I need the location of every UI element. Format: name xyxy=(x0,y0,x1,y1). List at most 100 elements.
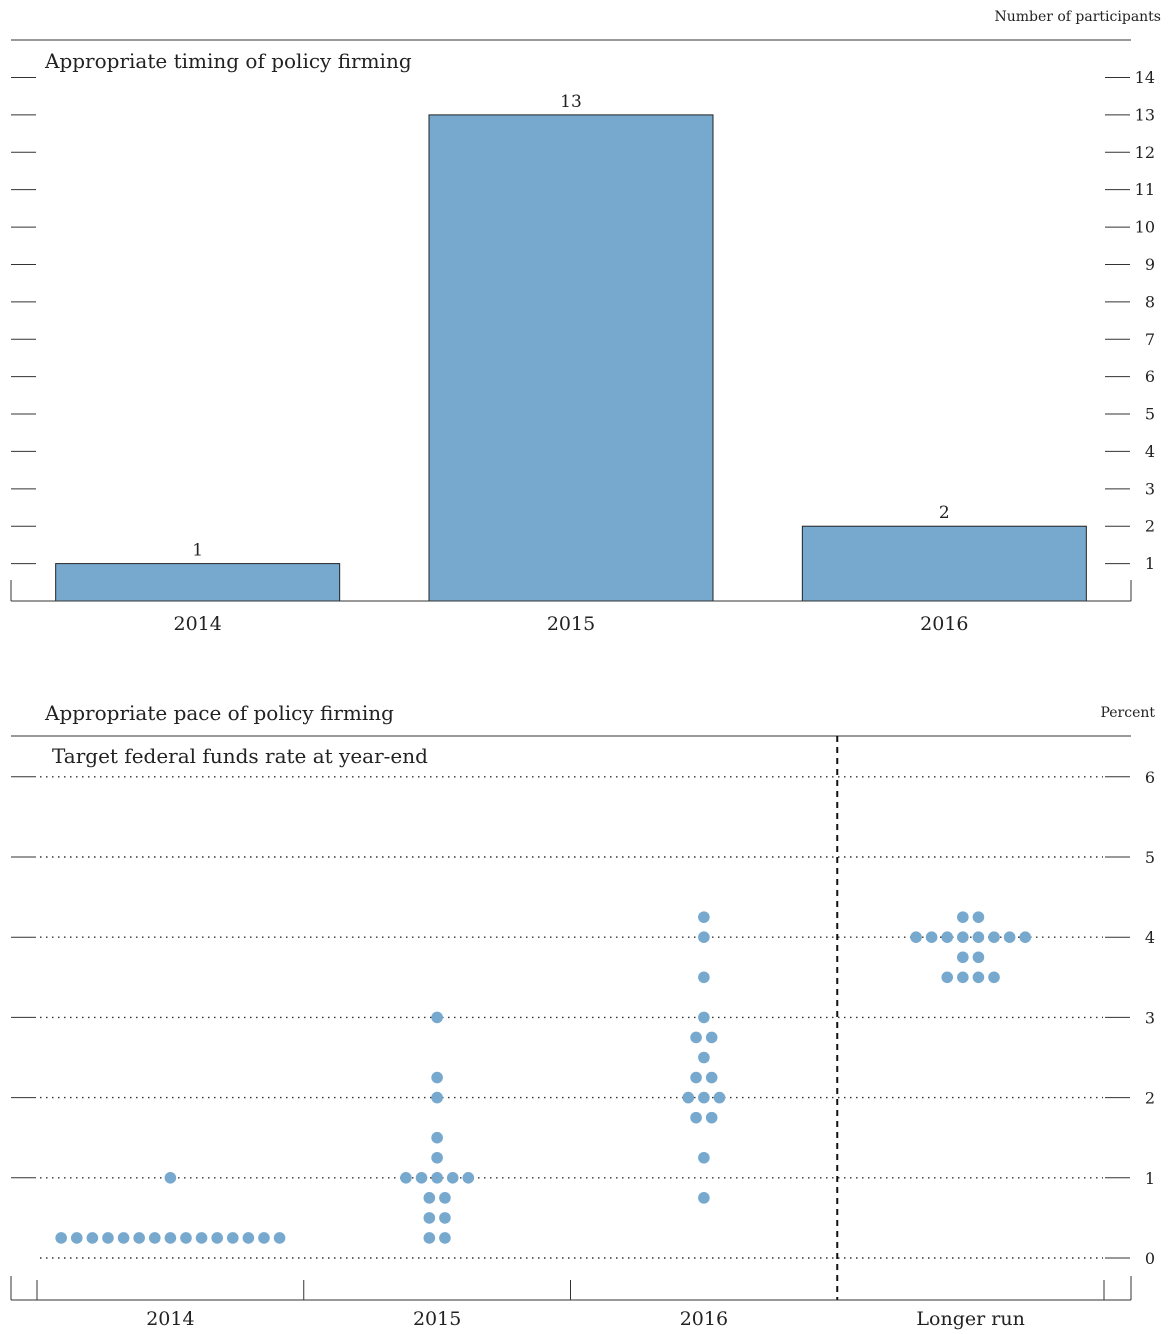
participant-dot xyxy=(211,1232,223,1244)
bar-chart-title: Appropriate timing of policy firming xyxy=(44,49,412,73)
participant-dot xyxy=(972,911,985,923)
dot-gridlines xyxy=(40,776,1103,1259)
participant-dot xyxy=(423,1192,436,1204)
participant-dot xyxy=(164,1172,177,1184)
bar xyxy=(801,525,1087,602)
bar-value-label: 13 xyxy=(560,92,582,112)
bar xyxy=(428,114,714,602)
participant-dot xyxy=(423,1212,436,1224)
policy-timing-bar-chart: Number of participants Appropriate timin… xyxy=(10,9,1161,635)
bar-y-tick-label: 3 xyxy=(1145,479,1155,498)
dot-chart-subtitle: Target federal funds rate at year-end xyxy=(52,744,428,768)
participant-dot xyxy=(988,931,1000,943)
dot-category-label: 2014 xyxy=(146,1308,194,1330)
participant-dot xyxy=(164,1232,177,1244)
participant-dot xyxy=(698,931,710,943)
bar-y-tick-label: 14 xyxy=(1135,68,1155,87)
participant-dot xyxy=(431,1071,443,1084)
bar-y-tick-label: 4 xyxy=(1145,442,1155,461)
participant-dot xyxy=(70,1232,83,1244)
participant-dot xyxy=(446,1172,459,1184)
bar-value-label: 1 xyxy=(192,541,203,561)
participant-dot xyxy=(698,1151,710,1164)
participant-dot xyxy=(117,1232,130,1244)
bar-category-label: 2014 xyxy=(173,613,221,635)
bar-y-tick-label: 11 xyxy=(1135,180,1155,199)
participant-dot xyxy=(400,1172,412,1184)
participant-dot xyxy=(226,1232,239,1244)
participant-dot xyxy=(431,1172,443,1184)
participant-dot xyxy=(690,1111,702,1124)
participant-dot xyxy=(1019,931,1032,943)
dot-y-tick-label: 0 xyxy=(1145,1249,1155,1268)
participant-dot xyxy=(698,1011,710,1024)
dot-category-label: Longer run xyxy=(916,1308,1024,1330)
participant-dot xyxy=(941,931,954,943)
participant-dot xyxy=(972,971,985,984)
dot-unit-label: Percent xyxy=(1100,705,1155,721)
participant-dot xyxy=(431,1011,443,1024)
participant-dot xyxy=(698,1091,710,1104)
participant-dot xyxy=(988,971,1000,984)
dot-y-tick-label: 4 xyxy=(1145,928,1155,947)
participant-dot xyxy=(439,1192,451,1204)
dot-category-label: 2015 xyxy=(413,1308,461,1330)
bar-y-tick-label: 6 xyxy=(1145,367,1155,386)
participant-dot xyxy=(1003,931,1016,943)
participant-dot xyxy=(462,1172,475,1184)
bar xyxy=(55,563,341,602)
dot-chart-title: Appropriate pace of policy firming xyxy=(44,701,394,725)
participant-dot xyxy=(957,971,969,984)
bar-y-tick-label: 9 xyxy=(1145,255,1155,274)
participant-dot xyxy=(133,1232,145,1244)
participant-dot xyxy=(439,1212,451,1224)
bar-y-tick-label: 2 xyxy=(1145,517,1155,536)
participant-dot xyxy=(957,931,969,943)
participant-dot xyxy=(431,1151,443,1164)
bar-x-labels: 2014 2015 2016 xyxy=(173,613,968,635)
participant-dot xyxy=(415,1172,428,1184)
bar-y-tick-label: 12 xyxy=(1135,143,1155,162)
bar-y-tick-label: 7 xyxy=(1145,330,1155,349)
bar-value-label: 2 xyxy=(939,503,950,523)
participant-dot xyxy=(972,951,985,964)
participant-dot xyxy=(957,911,969,923)
participant-dot xyxy=(705,1071,718,1084)
bar-category-label: 2015 xyxy=(547,613,595,635)
participant-dot xyxy=(55,1232,67,1244)
dot-y-tick-label: 5 xyxy=(1145,848,1155,867)
participant-dot xyxy=(102,1232,114,1244)
bar-y-tick-label: 5 xyxy=(1145,405,1155,424)
participant-dot xyxy=(698,1051,710,1064)
dot-y-tick-label: 2 xyxy=(1145,1089,1155,1108)
participant-dot xyxy=(148,1232,161,1244)
bar-y-tick-label: 13 xyxy=(1135,105,1155,124)
participant-dot xyxy=(180,1232,192,1244)
participant-dot xyxy=(682,1091,695,1104)
dot-marks xyxy=(55,911,1032,1244)
participant-dot xyxy=(242,1232,255,1244)
participant-dot xyxy=(690,1031,702,1044)
dot-x-axis: 2014 2015 2016 Longer run xyxy=(10,1276,1132,1330)
participant-dot xyxy=(698,1192,710,1204)
bar-y-tick-label: 10 xyxy=(1135,218,1155,237)
participant-dot xyxy=(705,1111,718,1124)
participant-dot xyxy=(698,911,710,923)
dot-y-ticks: 0 1 2 3 4 5 6 xyxy=(11,768,1155,1268)
dot-y-tick-label: 3 xyxy=(1145,1008,1155,1027)
participant-dot xyxy=(705,1031,718,1044)
participant-dot xyxy=(431,1131,443,1144)
participant-dot xyxy=(910,931,922,943)
participant-dot xyxy=(431,1091,443,1104)
bar-marks: 1 13 2 xyxy=(55,92,1087,602)
participant-dot xyxy=(439,1232,451,1244)
participant-dot xyxy=(258,1232,270,1244)
bar-unit-label: Number of participants xyxy=(994,9,1161,25)
participant-dot xyxy=(423,1232,436,1244)
dot-category-label: 2016 xyxy=(680,1308,728,1330)
participant-dot xyxy=(713,1091,726,1104)
participant-dot xyxy=(698,971,710,984)
participant-dot xyxy=(86,1232,99,1244)
